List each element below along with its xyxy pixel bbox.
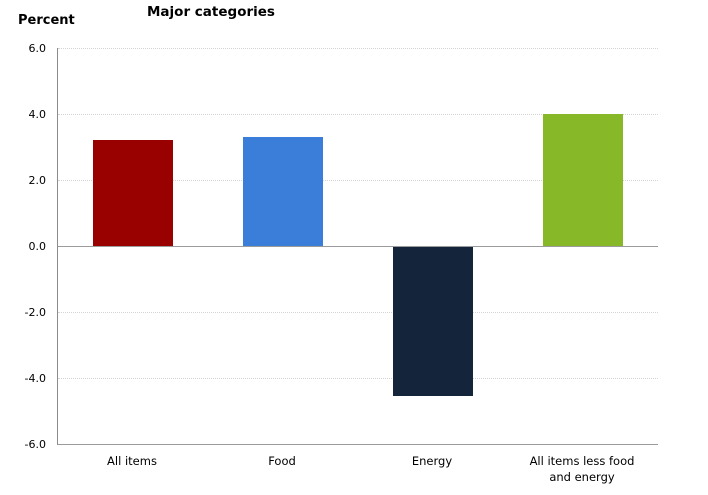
gridline [58,114,658,115]
bar-food [243,137,323,246]
gridline [58,378,658,379]
x-label-food: Food [207,453,357,469]
x-label-all-items-less-food-and-energy: All items less food and energy [507,453,657,485]
gridline [58,312,658,313]
y-axis-title: Percent [18,13,75,28]
y-tick-label: -4.0 [24,372,46,385]
bar-energy [393,247,473,396]
bar-all-items [93,140,173,246]
y-tick-label: 4.0 [28,108,47,121]
y-tick-label: -6.0 [24,438,46,451]
zero-gridline [58,246,658,247]
x-label-all-items: All items [57,453,207,469]
x-label-line: Food [268,454,296,468]
x-label-line: and energy [549,470,615,484]
x-label-line: All items less food [529,454,635,468]
x-label-energy: Energy [357,453,507,469]
y-tick-label: 2.0 [28,174,47,187]
gridline [58,48,658,49]
x-label-line: All items [107,454,157,468]
y-tick-label: 0.0 [28,240,47,253]
y-tick-label: 6.0 [28,42,47,55]
bar-all-items-less-food-and-energy [543,114,623,246]
x-label-line: Energy [411,454,453,468]
gridline [58,180,658,181]
y-tick-label: -2.0 [24,306,46,319]
chart-title: Major categories [147,4,275,20]
plot-area [57,48,658,445]
